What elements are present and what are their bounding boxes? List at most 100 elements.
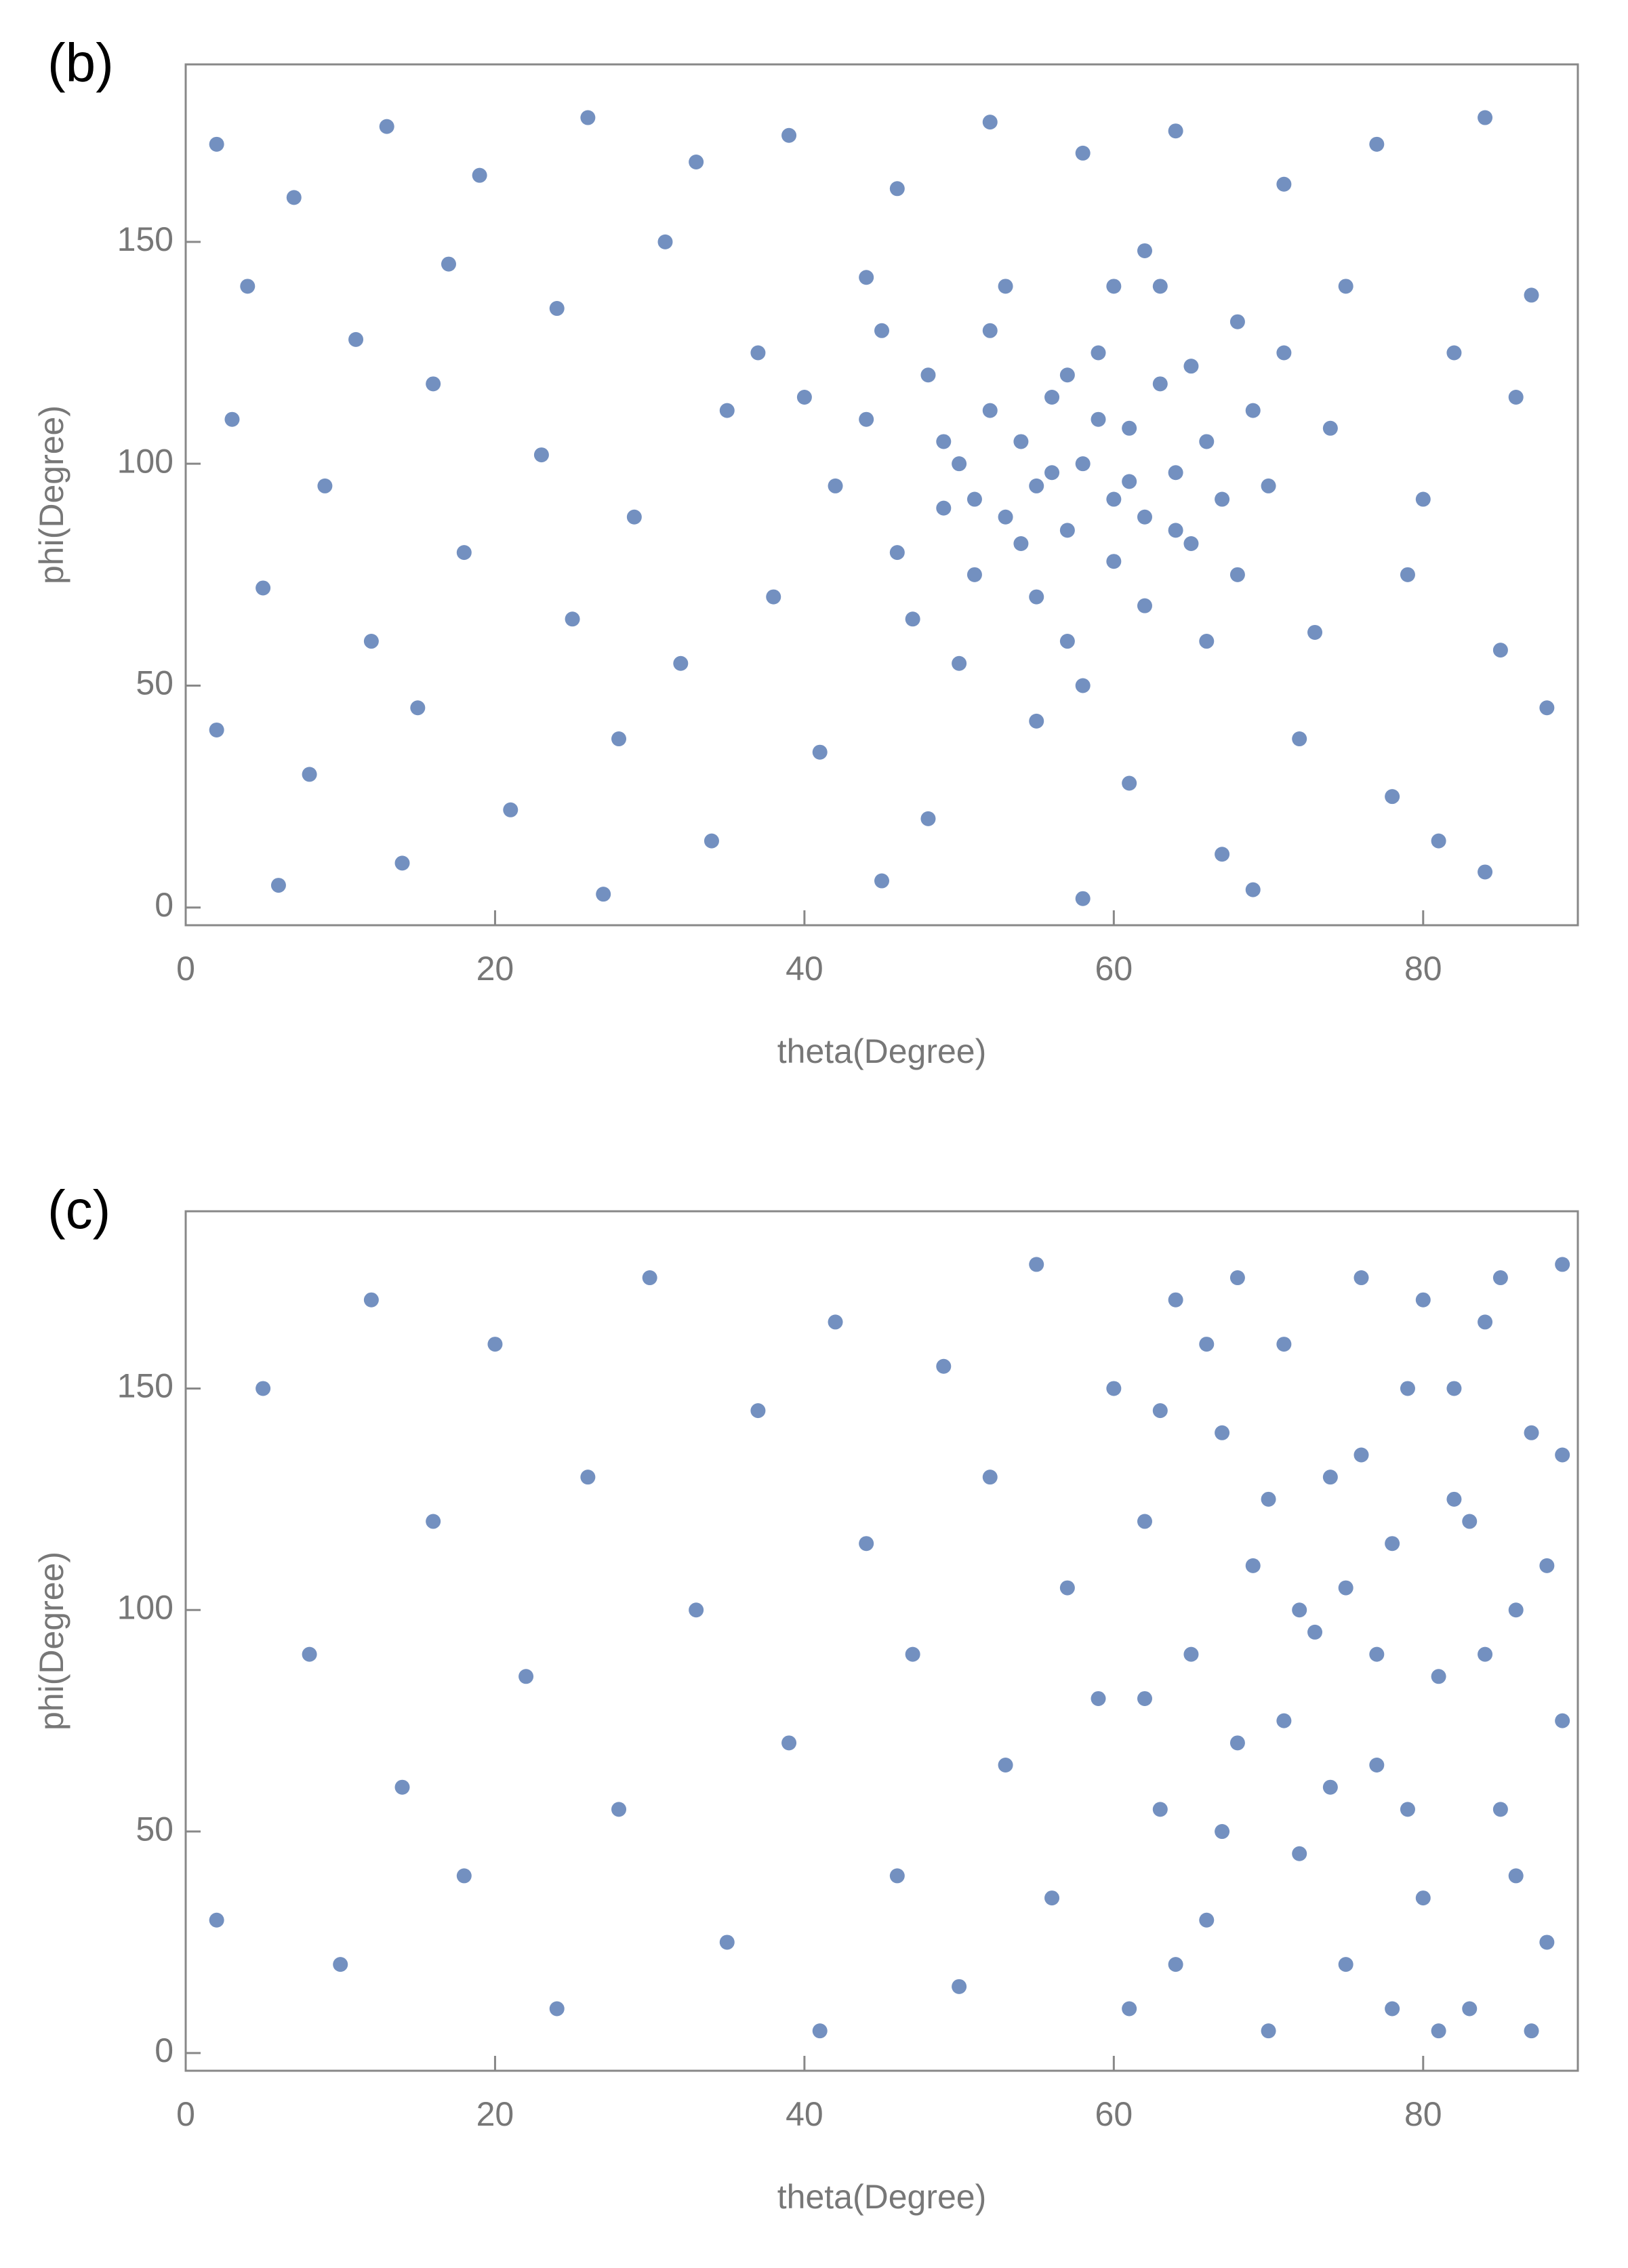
point <box>1122 474 1137 489</box>
point <box>998 279 1013 294</box>
y-tick-label: 0 <box>155 886 174 924</box>
point <box>1276 176 1292 192</box>
plot-frame <box>184 63 1579 927</box>
point <box>1415 1890 1431 1906</box>
point <box>518 1669 534 1684</box>
point <box>1168 1957 1183 1972</box>
point <box>1276 1337 1292 1352</box>
point <box>874 873 889 889</box>
point <box>1122 775 1137 791</box>
point <box>889 181 905 197</box>
point <box>1091 1690 1106 1706</box>
point <box>905 1646 920 1662</box>
point <box>859 411 874 427</box>
point <box>596 887 611 902</box>
point <box>1044 389 1060 405</box>
point <box>1292 1846 1307 1861</box>
point <box>704 833 719 849</box>
point <box>1168 465 1183 481</box>
point <box>1168 1292 1183 1308</box>
point <box>1013 536 1029 552</box>
point <box>1075 678 1091 693</box>
x-tick-label: 40 <box>786 2095 823 2133</box>
y-axis-title: phi(Degree) <box>33 1552 70 1730</box>
point <box>1322 420 1338 436</box>
point <box>1261 1491 1276 1507</box>
point <box>1400 1802 1415 1817</box>
point <box>1400 1381 1415 1396</box>
point <box>1446 1491 1462 1507</box>
point <box>1338 279 1354 294</box>
point <box>1059 1580 1075 1596</box>
point <box>812 2023 828 2039</box>
x-tick-label: 0 <box>176 2095 195 2133</box>
point <box>1152 279 1168 294</box>
point <box>1322 1470 1338 1485</box>
point <box>1415 491 1431 507</box>
point <box>642 1270 657 1286</box>
point <box>1091 411 1106 427</box>
point <box>611 1802 627 1817</box>
point <box>1415 1292 1431 1308</box>
point <box>1369 1758 1385 1773</box>
y-tick-label: 100 <box>117 442 174 480</box>
point <box>410 700 426 716</box>
point <box>1369 136 1385 152</box>
point <box>1446 345 1462 361</box>
point <box>472 167 487 183</box>
point <box>302 1646 317 1662</box>
point <box>1029 478 1044 493</box>
point <box>1369 1646 1385 1662</box>
point <box>1431 833 1446 849</box>
point <box>256 1381 271 1396</box>
point <box>952 1979 967 1994</box>
point <box>1059 523 1075 538</box>
point <box>379 119 394 134</box>
point <box>796 389 812 405</box>
point <box>1492 1802 1508 1817</box>
x-tick-label: 60 <box>1095 2095 1133 2133</box>
point <box>1431 1669 1446 1684</box>
point <box>1215 1425 1230 1440</box>
point <box>1555 1257 1570 1272</box>
point <box>1106 554 1122 569</box>
panel-label: (c) <box>47 1179 110 1240</box>
panel-label: (b) <box>47 33 114 93</box>
point <box>1137 1690 1152 1706</box>
plot-frame <box>184 1210 1579 2072</box>
point <box>1152 1403 1168 1419</box>
point <box>549 301 565 317</box>
point <box>1137 243 1152 258</box>
point <box>1075 456 1091 472</box>
point <box>1106 279 1122 294</box>
point <box>1029 1257 1044 1272</box>
point <box>1245 403 1261 418</box>
point <box>920 811 936 826</box>
x-tick-label: 60 <box>1095 950 1133 988</box>
point <box>1462 2001 1478 2017</box>
point <box>611 731 627 747</box>
point <box>209 136 224 152</box>
point <box>1478 1314 1493 1330</box>
point <box>394 855 410 871</box>
x-tick-label: 80 <box>1404 950 1442 988</box>
point <box>426 1514 441 1529</box>
point <box>549 2001 565 2017</box>
point <box>982 115 998 130</box>
point <box>394 1779 410 1795</box>
point <box>456 1868 472 1884</box>
point <box>920 367 936 383</box>
point <box>1276 345 1292 361</box>
y-tick-label: 0 <box>155 2031 174 2069</box>
point <box>1462 1514 1478 1529</box>
point <box>750 345 766 361</box>
point <box>889 545 905 561</box>
point <box>936 434 952 449</box>
point <box>456 545 472 561</box>
point <box>719 1935 735 1950</box>
point <box>828 478 843 493</box>
y-tick-label: 100 <box>117 1588 174 1626</box>
point <box>533 447 549 463</box>
point <box>952 456 967 472</box>
